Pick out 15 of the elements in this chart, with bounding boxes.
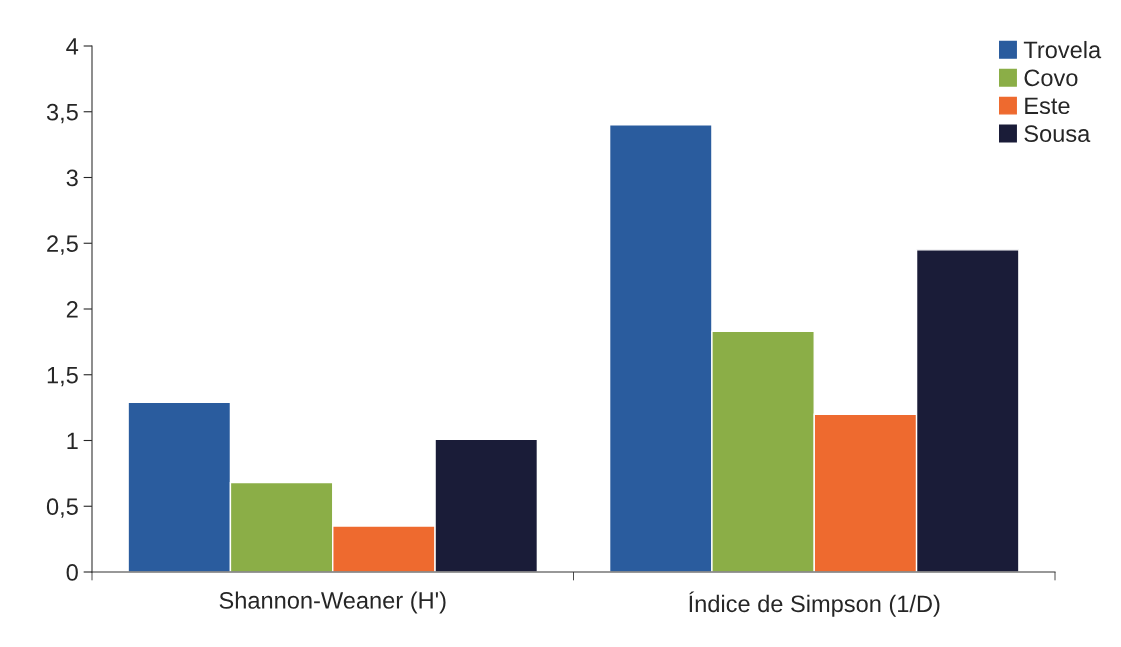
y-tick-label: 1,5: [47, 367, 78, 387]
legend-label: Covo: [1024, 69, 1078, 87]
y-tick-label: 1: [67, 432, 78, 450]
y-tick-label: 0,5: [46, 498, 78, 518]
y-tick-label: 3,5: [46, 103, 78, 124]
y-tick-label: 3: [66, 169, 78, 187]
y-tick-label: 4: [66, 38, 79, 55]
legend-label: Sousa: [1024, 125, 1091, 143]
y-tick-label: 2,5: [47, 235, 78, 255]
legend-label: Trovela: [1023, 40, 1102, 59]
y-tick-label: 2: [66, 301, 78, 318]
x-tick-label: Índice de Simpson (1/D): [689, 591, 940, 617]
y-tick-label: 0: [66, 564, 78, 581]
legend-label: Este: [1025, 97, 1070, 115]
x-tick-label: Shannon-Weaner (H'): [219, 591, 446, 614]
